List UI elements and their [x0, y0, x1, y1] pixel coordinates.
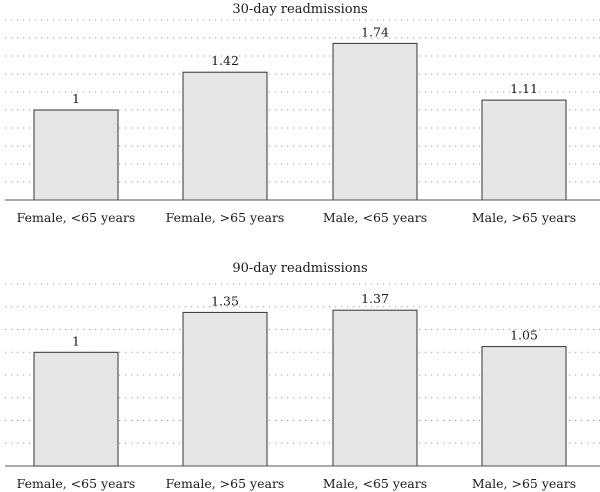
- category-tick-label: Male, >65 years: [472, 210, 576, 225]
- bar: [182, 71, 268, 201]
- bar: [33, 109, 119, 201]
- chart-90-day-readmissions: 90-day readmissions 1 Female, <65 years 1.…: [5, 261, 600, 491]
- bar: [33, 351, 119, 467]
- chart-30-day-readmissions: 30-day readmissions 1 Female, <65 years 1.…: [5, 2, 600, 225]
- category-tick-label: Female, <65 years: [17, 210, 136, 225]
- bar-value-label: 1.35: [211, 293, 239, 308]
- bar: [481, 99, 567, 201]
- category-tick-label: Male, >65 years: [472, 476, 576, 491]
- bar-value-label: 1: [72, 333, 80, 348]
- category-tick-label: Female, >65 years: [166, 476, 285, 491]
- bar-value-label: 1: [72, 91, 80, 106]
- bar-value-label: 1.42: [211, 53, 239, 68]
- chart-title: 30-day readmissions: [232, 2, 367, 17]
- bar: [182, 311, 268, 467]
- bar-value-label: 1.37: [361, 291, 389, 306]
- chart-title: 90-day readmissions: [232, 261, 367, 276]
- category-tick-label: Female, >65 years: [166, 210, 285, 225]
- bar: [481, 346, 567, 467]
- bar-value-label: 1.11: [510, 81, 538, 96]
- bar-value-label: 1.05: [510, 328, 538, 343]
- bar: [332, 42, 418, 201]
- category-tick-label: Male, <65 years: [323, 476, 427, 491]
- bar: [332, 309, 418, 467]
- bar-value-label: 1.74: [361, 24, 389, 39]
- category-tick-label: Female, <65 years: [17, 476, 136, 491]
- category-tick-label: Male, <65 years: [323, 210, 427, 225]
